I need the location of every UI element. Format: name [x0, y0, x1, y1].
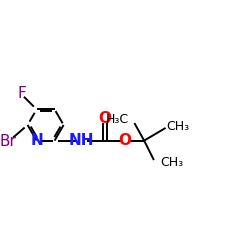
Text: CH₃: CH₃	[161, 156, 184, 170]
Text: NH: NH	[69, 133, 94, 148]
Text: Br: Br	[0, 134, 16, 149]
Text: F: F	[18, 86, 26, 101]
Text: H₃C: H₃C	[106, 113, 129, 126]
Text: N: N	[30, 133, 43, 148]
Text: O: O	[99, 111, 112, 126]
Text: O: O	[118, 133, 131, 148]
Text: CH₃: CH₃	[166, 120, 190, 133]
